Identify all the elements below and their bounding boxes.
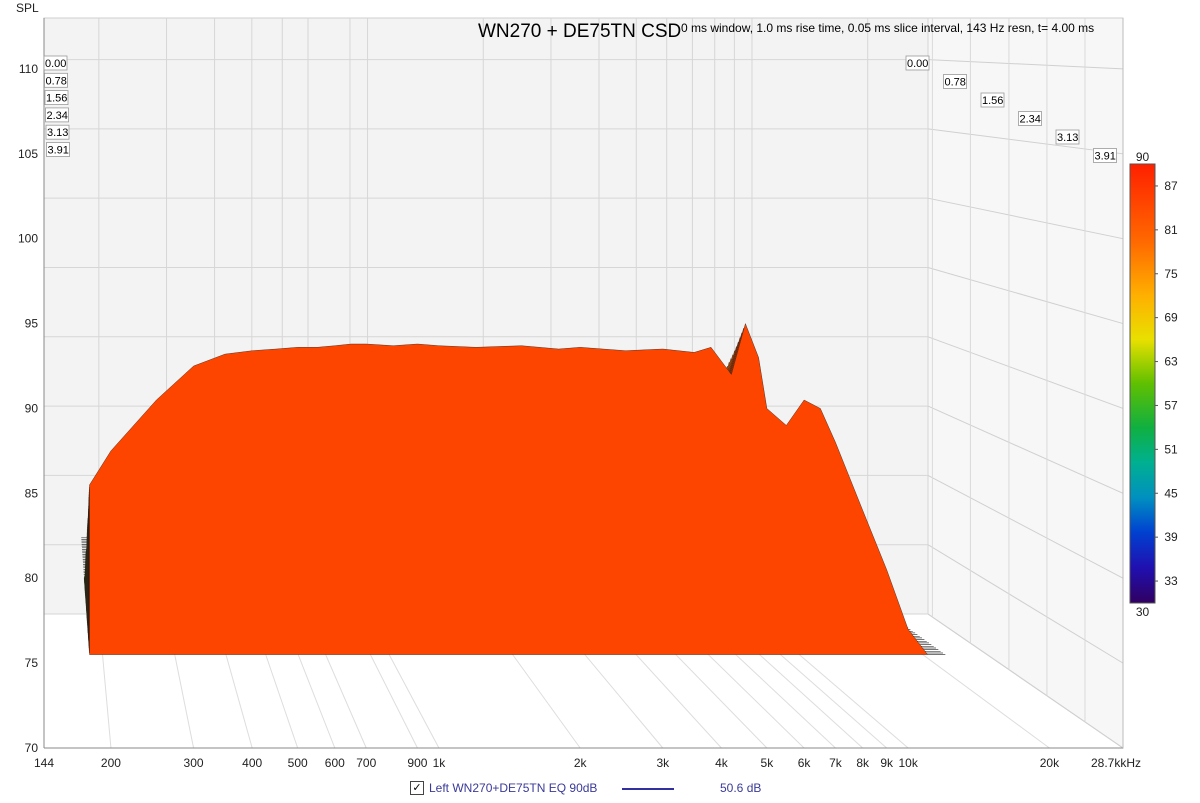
side-grid-hline [927,405,1124,494]
legend: ✓ Left WN270+DE75TN EQ 90dB 50.6 dB [0,778,1200,800]
chart-subtitle: 0 ms window, 1.0 ms rise time, 0.05 ms s… [681,21,1094,35]
plot-axes: SPL 70 75 80 85 90 95 100 105 110 144 200 300 400 500 6… [16,1,1141,770]
side-grid-hline [927,544,1124,664]
colorbar-gradient [1129,163,1156,604]
colorbar-tick-label: 90 [1136,150,1150,164]
y-tick-label: 100 [18,232,38,246]
time-tick-box-left [45,124,70,140]
x-tick-label: 10k [898,756,918,770]
x-tick-label: 28.7kkHz [1091,756,1141,770]
csd-waterfall-chart: SPL 70 75 80 85 90 95 100 105 110 144 200 300 400 500 6… [16,1,1178,770]
time-tick-box-right [943,74,967,89]
colorbar-tick-label: 87 [1164,179,1178,193]
y-tick-label: 80 [25,571,39,585]
colorbar-tick-label: 45 [1164,486,1178,500]
colorbar-tick-label: 30 [1136,605,1150,619]
x-tick-label: 5k [761,756,775,770]
time-tick-box-right [1093,148,1117,163]
time-tick-box-left [45,107,69,123]
time-tick-label-left: 1.56 [46,93,67,105]
x-tick-label: 20k [1040,756,1060,770]
time-tick-box-right [980,92,1005,108]
x-tick-label: 4k [715,756,729,770]
side-grid-hline [927,197,1124,240]
chart-title: WN270 + DE75TN CSD [478,21,681,42]
time-tick-box-left [46,142,70,157]
time-tick-label-right: 2.34 [1020,114,1041,126]
time-tick-label-left: 0.78 [46,75,67,87]
x-tick-label: 700 [356,756,376,770]
waterfall-surface [81,322,946,655]
colorbar-tick-label: 39 [1164,530,1178,544]
y-tick-label: 75 [25,656,39,670]
x-tick-label: 6k [798,756,812,770]
x-tick-label: 1k [433,756,447,770]
x-tick-label: 144 [34,756,54,770]
time-tick-label-left: 3.91 [48,145,69,157]
legend-checkbox[interactable]: ✓ [410,781,424,795]
colorbar-tick-label: 57 [1164,398,1178,412]
colorbar-tick-label: 69 [1164,311,1178,325]
time-tick-box-right [905,55,930,71]
time-tick-label-right: 3.91 [1095,151,1116,163]
time-tick-label-left: 0.00 [45,58,66,70]
y-tick-label: 105 [18,147,38,161]
y-tick-label: 70 [25,741,39,755]
side-grid-hline [927,267,1124,325]
colorbar-tick-label: 81 [1164,223,1178,237]
colorbar-tick-label: 51 [1164,442,1178,456]
legend-series-name[interactable]: Left WN270+DE75TN EQ 90dB [429,781,598,795]
time-tick-box-left [44,72,68,88]
x-tick-label: 9k [880,756,894,770]
x-tick-label: 3k [656,756,670,770]
x-tick-label: 300 [184,756,204,770]
side-grid-hline [927,474,1124,579]
x-tick-label: 7k [829,756,843,770]
time-tick-label-right: 0.00 [907,58,928,70]
y-tick-label: 85 [25,486,39,500]
colorbar-tick-label: 75 [1164,267,1178,281]
y-tick-label: 110 [19,62,38,76]
x-tick-label: 900 [407,756,427,770]
y-tick-label: 90 [25,401,39,415]
x-tick-label: 400 [242,756,262,770]
x-tick-label: 500 [288,756,308,770]
time-tick-label-right: 0.78 [945,77,966,89]
time-tick-box-right [1018,111,1042,126]
side-grid-hline [927,128,1124,155]
y-tick-label: 95 [25,317,39,331]
x-tick-label: 2k [574,756,588,770]
legend-line-swatch [622,788,674,790]
time-tick-box-left [44,90,69,105]
x-tick-label: 200 [101,756,121,770]
x-tick-label: 8k [856,756,870,770]
legend-series-value: 50.6 dB [720,781,762,795]
side-grid-hline [927,336,1124,409]
csd-slice [89,322,946,655]
side-grid-hline [927,59,1124,70]
colorbar: 90 87 81 75 69 63 57 51 45 39 33 30 [1129,150,1178,619]
time-tick-label-left: 3.13 [47,127,68,139]
y-axis-label: SPL [16,1,39,15]
x-tick-label: 600 [325,756,345,770]
colorbar-tick-label: 63 [1164,355,1178,369]
time-tick-box-right [1055,129,1080,145]
time-tick-label-left: 2.34 [47,110,68,122]
colorbar-tick-label: 33 [1164,574,1178,588]
side-grid-hline [927,613,1124,749]
time-tick-label-right: 1.56 [982,95,1003,107]
time-tick-box-left [43,55,68,71]
time-tick-label-right: 3.13 [1057,132,1078,144]
